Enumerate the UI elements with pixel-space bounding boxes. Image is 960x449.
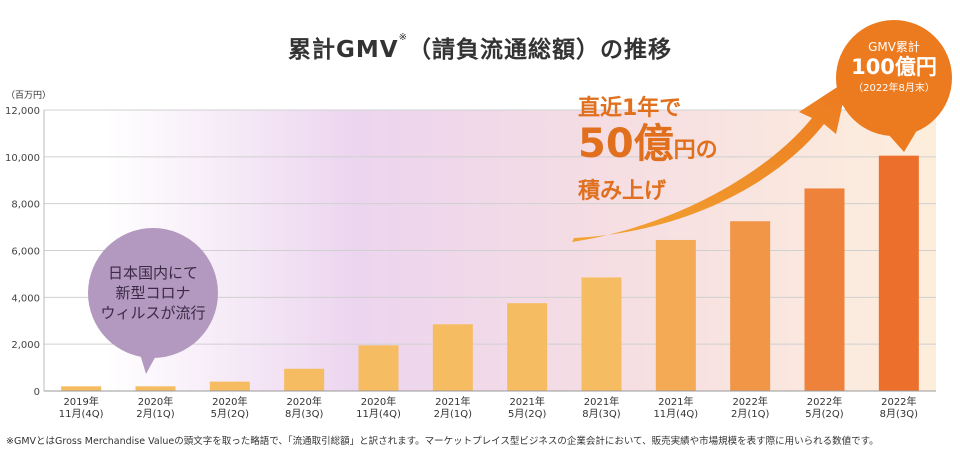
x-tick-label: 2021年 <box>584 395 619 408</box>
milestone-date: （2022年8月末） <box>853 83 935 94</box>
x-tick-label: 5月(2Q) <box>805 408 843 420</box>
x-tick-label: 2月(1Q) <box>136 408 174 420</box>
bar <box>284 368 325 391</box>
annotation-line1: 直近1年で <box>578 96 682 121</box>
x-tick-label: 2月(1Q) <box>434 408 472 420</box>
bar <box>209 381 250 391</box>
x-tick-label: 2022年 <box>881 395 916 408</box>
bar <box>432 324 473 391</box>
y-tick-label: 8,000 <box>11 200 40 211</box>
x-tick-label: 2021年 <box>435 395 470 408</box>
x-tick-label: 2019年 <box>63 395 98 408</box>
x-tick-label: 2022年 <box>732 395 767 408</box>
x-tick-label: 11月(4Q) <box>59 408 104 420</box>
x-tick-label: 8月(3Q) <box>285 408 323 420</box>
y-tick-labels: 0 2,000 4,000 6,000 8,000 10,000 12,000 <box>5 106 40 398</box>
bar <box>358 345 399 391</box>
x-tick-label: 2020年 <box>361 395 396 408</box>
page-title: 累計GMV※（請負流通総額）の推移 <box>288 32 672 63</box>
x-tick-label: 2月(1Q) <box>731 408 769 420</box>
covid-note-line3: ウィルスが流行 <box>100 304 206 322</box>
y-tick-label: 4,000 <box>11 293 40 304</box>
bar <box>655 239 696 391</box>
x-tick-label: 2021年 <box>658 395 693 408</box>
annotation-line2: 50億円の <box>578 121 718 167</box>
covid-note-line1: 日本国内にて <box>107 264 198 282</box>
bar <box>730 221 771 391</box>
bar <box>878 155 919 391</box>
x-tick-label: 11月(4Q) <box>653 408 698 420</box>
y-tick-label: 10,000 <box>5 153 40 164</box>
x-tick-labels: 2019年11月(4Q)2020年2月(1Q)2020年5月(2Q)2020年8… <box>59 395 918 420</box>
milestone-pointer <box>888 132 916 152</box>
x-tick-label: 2020年 <box>286 395 321 408</box>
y-tick-label: 2,000 <box>11 340 40 351</box>
x-tick-label: 5月(2Q) <box>211 408 249 420</box>
x-tick-label: 5月(2Q) <box>508 408 546 420</box>
annotation-line3: 積み上げ <box>578 179 667 204</box>
x-tick-label: 2020年 <box>212 395 247 408</box>
covid-note-line2: 新型コロナ <box>115 284 191 302</box>
x-tick-label: 2022年 <box>807 395 842 408</box>
bar <box>804 188 845 391</box>
x-tick-label: 11月(4Q) <box>356 408 401 420</box>
x-tick-label: 8月(3Q) <box>880 408 918 420</box>
x-tick-label: 2020年 <box>138 395 173 408</box>
x-tick-label: 8月(3Q) <box>582 408 620 420</box>
bar <box>581 277 622 391</box>
y-tick-label: 6,000 <box>11 247 40 258</box>
milestone-label: GMV累計 <box>868 40 920 54</box>
milestone-badge: GMV累計 100億円 （2022年8月末） <box>836 20 952 136</box>
bar <box>507 303 548 391</box>
x-tick-label: 2021年 <box>509 395 544 408</box>
y-tick-label: 12,000 <box>5 106 40 117</box>
bar <box>61 386 102 391</box>
bars <box>61 155 919 391</box>
milestone-value: 100億円 <box>851 55 937 79</box>
bar <box>135 386 176 391</box>
y-tick-label: 0 <box>34 387 40 398</box>
covid-note-bubble: 日本国内にて 新型コロナ ウィルスが流行 <box>88 228 218 358</box>
footnote: ※GMVとはGross Merchandise Valueの頭文字を取った略語で… <box>6 436 879 447</box>
y-axis-unit: （百万円） <box>6 91 52 101</box>
growth-annotation: 直近1年で 50億円の 積み上げ <box>578 90 718 205</box>
